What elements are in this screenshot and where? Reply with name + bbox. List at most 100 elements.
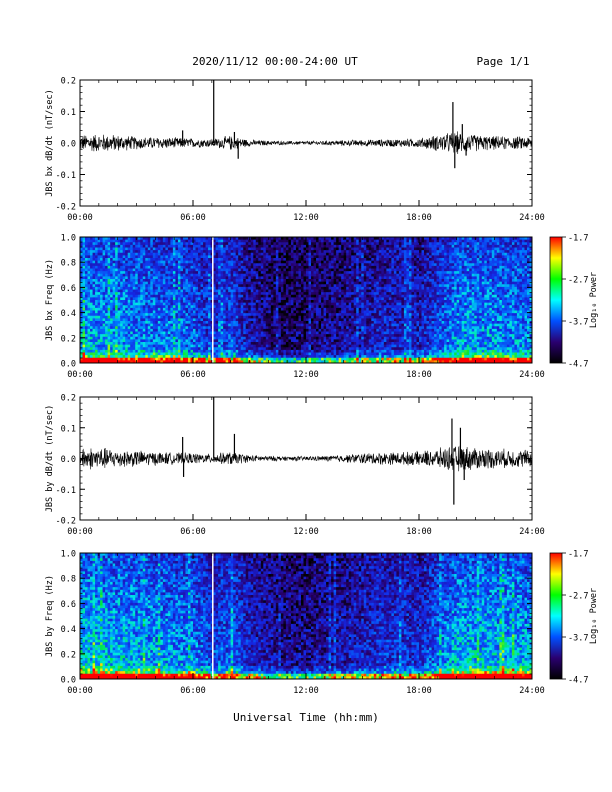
- spectrogram-cell: [203, 258, 206, 262]
- spectrogram-cell: [137, 355, 141, 359]
- spectrogram-cell: [290, 294, 294, 298]
- spectrogram-cell: [145, 326, 149, 330]
- spectrogram-cell: [220, 244, 224, 248]
- spectrogram-cell: [233, 281, 237, 285]
- spectrogram-cell: [311, 318, 314, 322]
- spectrogram-cell: [225, 349, 229, 353]
- spectrogram-cell: [185, 349, 189, 353]
- spectrogram-cell: [238, 342, 242, 346]
- spectrogram-cell: [255, 281, 259, 285]
- spectrogram-cell: [316, 273, 319, 277]
- spectrogram-cell: [122, 334, 126, 338]
- spectrogram-cell: [180, 289, 184, 293]
- spectrogram-cell: [125, 302, 129, 306]
- spectrogram-cell: [100, 349, 103, 353]
- spectrogram-cell: [120, 310, 124, 314]
- spectrogram-cell: [218, 284, 222, 288]
- spectrogram-cell: [107, 318, 111, 322]
- spectrogram-cell: [205, 292, 209, 296]
- spectrogram-cell: [306, 284, 309, 288]
- spectrogram-cell: [300, 310, 304, 314]
- spectrogram-cell: [220, 307, 224, 311]
- spectrogram-cell: [142, 305, 146, 309]
- spectrogram-cell: [112, 271, 116, 275]
- spectrogram-cell: [180, 281, 184, 285]
- spectrogram-cell: [145, 331, 149, 335]
- spectrogram-cell: [290, 302, 294, 306]
- spectrogram-cell: [85, 284, 88, 288]
- spectrogram-cell: [177, 307, 181, 311]
- spectrogram-cell: [100, 352, 103, 356]
- spectrogram-cell: [198, 331, 201, 335]
- spectrogram-cell: [265, 258, 269, 262]
- spectrogram-cell: [223, 321, 227, 325]
- spectrogram-cell: [285, 334, 289, 338]
- spectrogram-cell: [313, 279, 317, 283]
- spectrogram-cell: [155, 347, 159, 351]
- spectrogram-cell: [326, 276, 329, 280]
- spectrogram-cell: [265, 357, 269, 361]
- spectrogram-cell: [142, 331, 146, 335]
- spectrogram-cell: [92, 237, 96, 241]
- spectrogram-cell: [122, 294, 126, 298]
- spectrogram-cell: [177, 352, 181, 356]
- spectrogram-cell: [328, 347, 332, 351]
- spectrogram-cell: [303, 305, 307, 309]
- spectrogram-cell: [306, 352, 309, 356]
- spectrogram-cell: [145, 250, 149, 254]
- spectrogram-cell: [283, 315, 287, 319]
- spectrogram-cell: [205, 334, 209, 338]
- spectrogram-cell: [331, 258, 335, 262]
- spectrogram-cell: [140, 237, 144, 241]
- spectrogram-cell: [112, 268, 116, 272]
- spectrogram-cell: [293, 347, 297, 351]
- spectrogram-cell: [288, 294, 292, 298]
- spectrogram-cell: [283, 326, 287, 330]
- spectrogram-cell: [331, 289, 335, 293]
- spectrogram-cell: [85, 268, 88, 272]
- spectrogram-cell: [225, 334, 229, 338]
- spectrogram-cell: [180, 331, 184, 335]
- spectrogram-cell: [293, 315, 297, 319]
- spectrogram-cell: [137, 352, 141, 356]
- spectrogram-cell: [321, 247, 324, 251]
- spectrogram-cell: [105, 300, 109, 304]
- spectrogram-cell: [200, 292, 204, 296]
- spectrogram-cell: [117, 302, 121, 306]
- spectrogram-cell: [331, 339, 335, 343]
- spectrogram-cell: [300, 342, 304, 346]
- spectrogram-cell: [240, 339, 244, 343]
- spectrogram-cell: [240, 286, 244, 290]
- spectrogram-cell: [300, 357, 304, 361]
- spectrogram-cell: [182, 310, 186, 314]
- spectrogram-cell: [105, 286, 109, 290]
- spectrogram-cell: [180, 342, 184, 346]
- spectrogram-cell: [265, 352, 269, 356]
- spectrogram-cell: [321, 263, 324, 267]
- spectrogram-cell: [200, 344, 204, 348]
- spectrogram-cell: [223, 268, 227, 272]
- spectrogram-cell: [112, 244, 116, 248]
- spectrogram-cell: [270, 339, 274, 343]
- spectrogram-cell: [165, 244, 169, 248]
- spectrogram-cell: [100, 239, 103, 243]
- spectrogram-cell: [152, 326, 156, 330]
- spectrogram-cell: [288, 258, 292, 262]
- spectrogram-cell: [185, 334, 189, 338]
- spectrogram-cell: [316, 313, 319, 317]
- spectrogram-cell: [152, 334, 156, 338]
- spectrogram-cell: [218, 255, 222, 259]
- spectrogram-cell: [170, 357, 174, 361]
- spectrogram-cell: [275, 321, 279, 325]
- spectrogram-cell: [321, 321, 324, 325]
- spectrogram-cell: [125, 328, 129, 332]
- spectrogram-cell: [150, 294, 154, 298]
- spectrogram-cell: [87, 265, 91, 269]
- spectrogram-cell: [263, 258, 267, 262]
- spectrogram-cell: [92, 297, 96, 301]
- spectrogram-cell: [205, 349, 209, 353]
- spectrogram-cell: [155, 294, 159, 298]
- spectrogram-cell: [316, 271, 319, 275]
- spectrogram-cell: [82, 300, 86, 304]
- spectrogram-cell: [220, 349, 224, 353]
